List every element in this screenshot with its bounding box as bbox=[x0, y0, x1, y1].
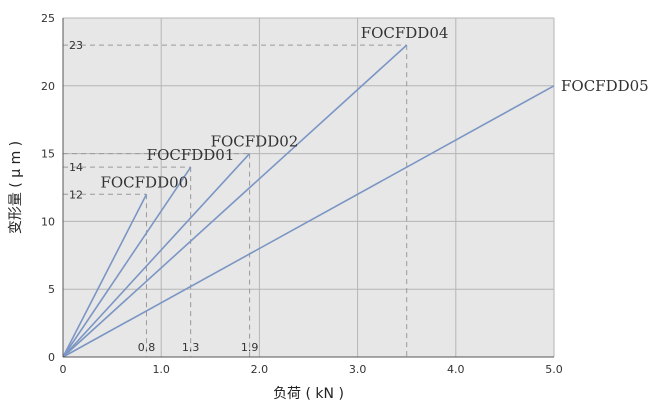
y-tick-label: 15 bbox=[41, 148, 55, 161]
guide-x-value-label: 1.3 bbox=[182, 341, 200, 354]
y-tick-label: 5 bbox=[48, 283, 55, 296]
series-line bbox=[62, 193, 148, 358]
y-tick-label: 25 bbox=[41, 12, 55, 25]
series-label: FOCFDD04 bbox=[361, 24, 449, 42]
y-tick-label: 0 bbox=[48, 351, 55, 364]
x-tick-label: 0 bbox=[60, 363, 67, 376]
x-tick-label: 2.0 bbox=[251, 363, 269, 376]
y-axis-title: 变形量 ( μ m ) bbox=[8, 141, 24, 234]
plot-background bbox=[63, 18, 554, 357]
guide-x-value-label: 1.9 bbox=[241, 341, 259, 354]
guide-lines bbox=[63, 44, 408, 357]
y-tick-label: 10 bbox=[41, 215, 55, 228]
series-label: FOCFDD02 bbox=[211, 133, 299, 151]
axes bbox=[62, 18, 554, 358]
plot-area bbox=[63, 18, 554, 357]
labels: 0 1.0 2.0 3.0 4.0 5.0 0 5 10 15 20 25 0.8 12 1.3 14 1.9 2… bbox=[8, 12, 649, 402]
guide-x-value-label: 0.8 bbox=[138, 341, 156, 354]
series-line bbox=[62, 85, 555, 358]
guide-y-value-label: 12 bbox=[69, 188, 83, 201]
x-tick-label: 1.0 bbox=[152, 363, 170, 376]
series-line bbox=[62, 166, 192, 358]
guide-y-value-label: 23 bbox=[69, 39, 83, 52]
series-line bbox=[62, 153, 251, 358]
series-lines bbox=[62, 44, 555, 358]
series-label: FOCFDD05 bbox=[561, 77, 649, 95]
y-tick-label: 20 bbox=[41, 80, 55, 93]
series-line bbox=[62, 44, 408, 358]
x-tick-label: 5.0 bbox=[545, 363, 563, 376]
x-tick-label: 3.0 bbox=[349, 363, 367, 376]
x-tick-label: 4.0 bbox=[447, 363, 465, 376]
x-axis-title: 负荷 ( kN ) bbox=[273, 386, 344, 402]
series-label: FOCFDD01 bbox=[147, 146, 235, 164]
series-label: FOCFDD00 bbox=[100, 173, 188, 191]
guide-y-value-label: 14 bbox=[69, 161, 83, 174]
